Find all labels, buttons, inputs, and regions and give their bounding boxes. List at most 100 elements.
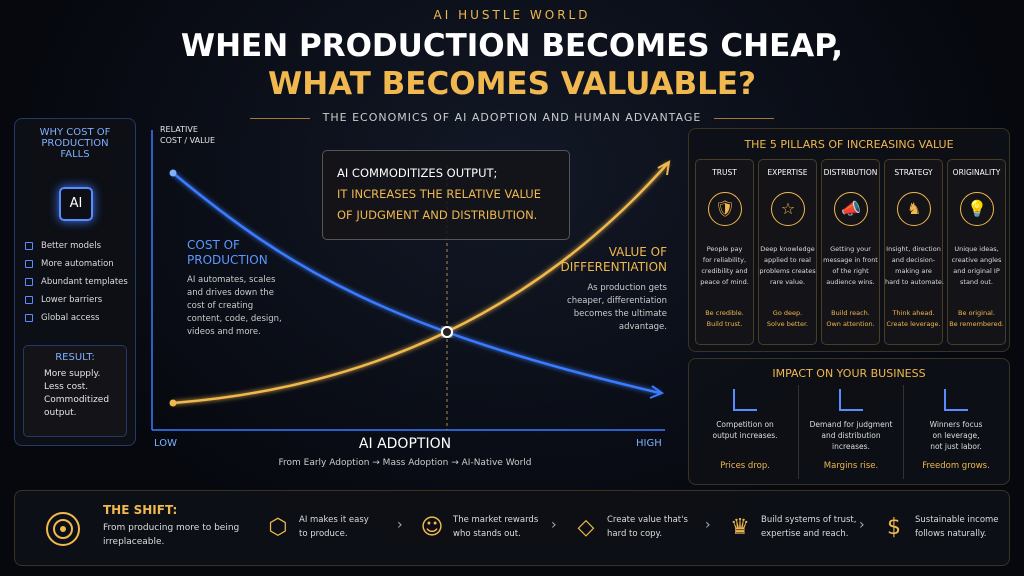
step-text: Sustainable income follows naturally. [915,513,999,541]
divider [250,118,310,119]
title-line: WHAT BECOMES VALUABLE? [268,66,756,102]
value-text: As production gets cheaper, differentiati… [547,282,667,334]
pillar-tagline-line: Think ahead. [892,309,935,317]
impact-text-line: and distribution [821,431,881,440]
cost-title-line: PRODUCTION [187,253,268,267]
arrow [649,385,665,399]
impact-text: Demand for judgment and distribution incre… [799,419,903,452]
cost-text-line: cost of creating [187,301,254,311]
value-text-line: becomes the ultimate [573,309,667,319]
reason: Global access [25,309,135,327]
pillar-text-line: audience wins. [826,278,875,286]
impact-text-line: increases. [832,442,870,451]
pillar-card: ORIGINALITY 💡 Unique ideas, creative angles… [947,159,1006,345]
callout-line: OF JUDGMENT AND DISTRIBUTION. [337,208,538,222]
reasons-list: Better models More automation Abundant tem… [25,237,135,327]
pillar-tagline: Go deep. Solve better. [759,308,816,330]
callout-line: IT INCREASES THE RELATIVE VALUE [337,187,541,201]
pillar-text-line: People pay [706,245,743,253]
pillar-name: ORIGINALITY [952,168,1001,177]
chevron: › [705,517,711,533]
step-line: AI makes it easy [299,515,369,525]
pillar-text-line: making are [895,267,932,275]
reason-text: Lower barriers [41,295,103,305]
intersection [441,326,453,338]
left-panel: WHY COST OF PRODUCTION FALLS AI Better mod… [14,118,136,446]
reason-text: Abundant templates [41,277,128,287]
x-low: LOW [154,438,177,449]
cost-text-line: videos and more. [187,327,261,337]
impact-result: Freedom grows. [922,461,990,471]
callout: AI COMMODITIZES OUTPUT; IT INCREASES THE … [322,150,570,240]
impact-icon [733,389,757,411]
cost-curve [172,172,661,395]
step-line: to produce. [299,529,348,539]
pillar-icon: 💡 [960,192,994,226]
reason-text: Better models [41,241,102,251]
step-text: Build systems of trust, expertise and rea… [761,513,856,541]
impact-result: Margins rise. [823,461,879,471]
step-text: Create value that's hard to copy. [607,513,688,541]
pillar-text: Deep knowledge applied to real problems cr… [759,244,816,288]
impact-result: Prices drop. [720,461,770,471]
pillar-tagline-line: Be original. [958,309,995,317]
brand: AI HUSTLE WORLD [433,8,591,22]
cost-title: COST OF PRODUCTION [187,238,268,268]
cost-text-line: content, code, design, [187,314,282,324]
y-label-line: RELATIVE [160,125,198,134]
check-icon [25,296,33,304]
value-title-line: DIFFERENTIATION [560,260,668,274]
impact-text-line: on leverage, [932,431,980,440]
result-line: output. [44,408,77,418]
shift-title: THE SHIFT: [103,503,178,517]
step-line: Create value that's [607,515,688,525]
pillar-tagline-line: Solve better. [766,320,809,328]
reason-text: More automation [41,259,114,269]
value-title: VALUE OF DIFFERENTIATION [547,245,668,275]
pillar-tagline-line: Build trust. [706,320,743,328]
pillar-text-line: creative angles [951,256,1002,264]
reason: Abundant templates [25,273,135,291]
impact-text-line: output increases. [712,431,778,440]
check-icon [25,260,33,268]
step-line: Sustainable income [915,515,999,525]
pillar-text-line: for reliability, [702,256,747,264]
pillar-icon: 📣 [834,192,868,226]
pillar-icon: ☆ [771,192,805,226]
shift-text: From producing more to being irreplaceabl… [103,521,239,549]
pillar-text-line: Insight, direction [886,245,941,253]
x-title: AI ADOPTION [358,436,452,452]
impact-item: Competition on output increases. Prices dr… [693,385,797,479]
cost-text-line: AI automates, scales [187,275,276,285]
impact-icon [839,389,863,411]
pillar-text: People pay for reliability, credibility an… [696,244,753,288]
chevron: › [397,517,403,533]
step-line: expertise and reach. [761,529,849,539]
pillar-tagline-line: Build reach. [831,309,870,317]
pillar-name: STRATEGY [894,168,933,177]
pillar-tagline-line: Create leverage. [886,320,941,328]
cost-text-line: and drives down the [187,288,274,298]
value-text-line: advantage. [618,322,667,332]
pillar-text: Getting your message in front of the right… [822,244,879,288]
step-text: AI makes it easy to produce. [299,513,369,541]
panel-title-line: PRODUCTION [41,138,109,149]
impact-item: Winners focus on leverage, not just labor.… [903,385,1007,479]
pillar-text-line: of the right [832,267,869,275]
arrow [657,160,671,176]
pillar-text-line: message in front [823,256,878,264]
impact-item: Demand for judgment and distribution incre… [798,385,902,479]
step-icon: ☺ [420,515,444,540]
panel-title: WHY COST OF PRODUCTION FALLS [15,127,135,160]
divider [714,118,774,119]
pillar-tagline: Build reach. Own attention. [822,308,879,330]
y-label-line: COST / VALUE [160,136,216,145]
x-high: HIGH [636,438,662,449]
shift-bar: THE SHIFT: From producing more to being i… [14,490,1010,566]
pillar-icon: ♞ [897,192,931,226]
pillar-text: Unique ideas, creative angles and original… [948,244,1005,288]
pillar-text-line: Getting your [830,245,871,253]
pillar-text-line: stand out. [960,278,993,286]
reason-text: Global access [41,313,100,323]
